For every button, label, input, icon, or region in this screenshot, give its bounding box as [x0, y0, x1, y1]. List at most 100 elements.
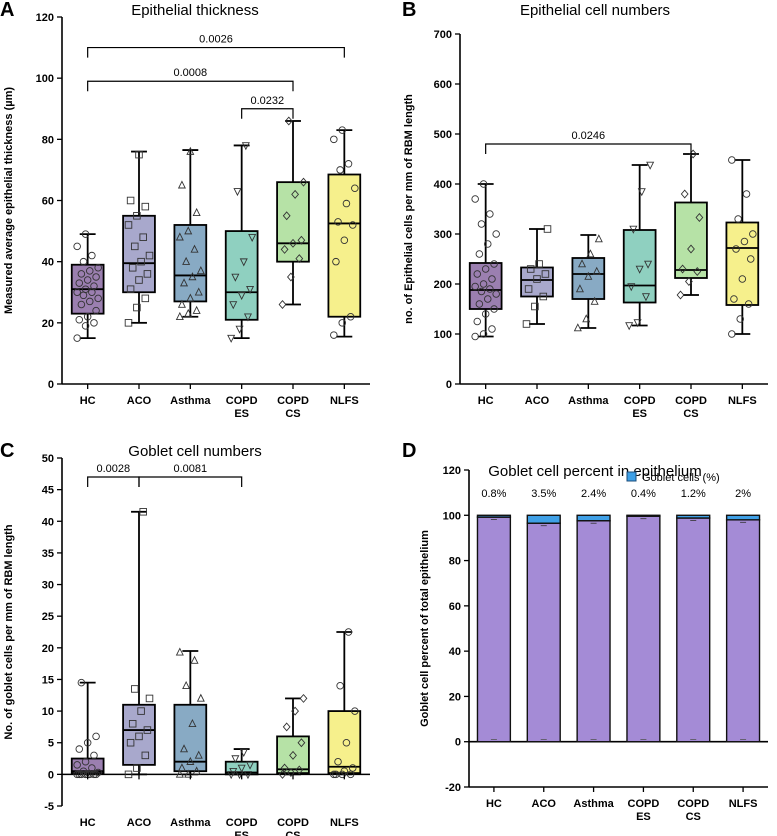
data-point	[635, 265, 644, 274]
box-2	[571, 234, 606, 332]
data-point	[131, 242, 139, 251]
data-point	[728, 156, 736, 164]
data-point	[86, 267, 94, 275]
box-iqr	[173, 703, 208, 773]
x-tick-label: ACO	[525, 395, 550, 407]
data-point	[237, 292, 246, 301]
data-point	[188, 272, 197, 281]
data-point	[749, 230, 757, 238]
bar-5: 2%	[725, 488, 761, 743]
x-tick-label-line: ACO	[532, 798, 557, 810]
data-point	[344, 628, 353, 636]
bar-goblet	[725, 514, 761, 521]
data-point	[742, 190, 751, 198]
comparison-bracket	[485, 143, 692, 154]
data-point	[330, 135, 338, 144]
data-point	[90, 751, 98, 760]
x-tick-label-line: Asthma	[170, 395, 211, 407]
data-point	[177, 763, 186, 772]
data-point	[133, 764, 141, 772]
data-point	[246, 285, 255, 294]
box-2	[173, 647, 208, 778]
comparison-bracket	[87, 80, 294, 92]
data-point	[676, 290, 685, 300]
data-point	[145, 694, 154, 703]
data-point	[486, 285, 494, 293]
data-point	[243, 313, 252, 322]
x-tick-label-line: Asthma	[568, 395, 609, 407]
data-point	[73, 770, 81, 779]
y-tick-label: 120	[443, 465, 461, 477]
data-point	[295, 765, 304, 775]
data-point	[141, 202, 150, 211]
data-point	[131, 685, 139, 693]
y-tick-label: 600	[434, 79, 452, 91]
box-4	[276, 116, 310, 309]
data-point	[289, 750, 297, 760]
data-point	[81, 322, 90, 330]
data-point	[190, 244, 199, 253]
y-tick-label: 40	[42, 516, 54, 528]
data-point	[77, 300, 86, 309]
data-point	[477, 287, 486, 296]
y-tick-label: 0	[48, 769, 54, 781]
data-point	[334, 757, 342, 766]
x-tick-label-line: HC	[478, 395, 494, 407]
data-label: 2.4%	[581, 488, 606, 500]
data-point	[490, 260, 498, 268]
x-tick-label-line: NLFS	[330, 395, 359, 407]
data-point	[233, 188, 242, 197]
data-point	[177, 299, 186, 308]
data-point	[190, 655, 199, 664]
y-tick-label: 40	[42, 257, 54, 269]
x-tick-label: COPD CS	[277, 817, 309, 836]
data-point	[488, 325, 496, 333]
data-point	[135, 150, 143, 159]
y-tick-label: 400	[434, 179, 452, 191]
box-1	[122, 508, 156, 779]
data-point	[133, 212, 141, 220]
data-label: 2%	[735, 488, 751, 500]
data-point	[522, 320, 531, 328]
data-point	[73, 288, 81, 297]
x-tick-label-line: COPD	[677, 798, 709, 810]
data-point	[629, 225, 638, 234]
data-point	[490, 305, 498, 313]
box-5	[725, 156, 760, 338]
panel-label: A	[0, 0, 14, 21]
data-point	[685, 277, 693, 286]
data-point	[594, 234, 603, 243]
data-point	[280, 763, 289, 773]
y-tick-label: 10	[42, 706, 54, 718]
y-tick-label: 0	[446, 379, 452, 391]
box-4	[674, 149, 708, 300]
y-tick-label: -5	[44, 801, 54, 813]
data-point	[627, 283, 636, 292]
box-5	[327, 126, 362, 339]
data-point	[592, 266, 601, 275]
data-point	[81, 757, 90, 766]
data-point	[88, 251, 96, 260]
data-point	[128, 264, 137, 272]
bar-epithelium	[576, 520, 611, 743]
data-point	[86, 297, 94, 306]
data-point	[227, 334, 236, 343]
box-1	[122, 150, 156, 327]
data-point	[73, 761, 81, 769]
x-tick-label-line: ES	[632, 408, 647, 420]
data-point	[231, 273, 240, 282]
data-point	[342, 738, 351, 747]
y-axis-title: No. of goblet cells per mm of RBM length	[3, 524, 15, 739]
data-point	[141, 751, 150, 760]
data-point	[678, 264, 687, 274]
comparison-bracket	[241, 108, 294, 119]
bar-goblet	[676, 514, 711, 519]
data-point	[289, 238, 297, 248]
y-tick-label: 20	[42, 318, 54, 330]
data-point	[695, 213, 704, 222]
data-point	[543, 225, 552, 233]
data-point	[126, 285, 135, 293]
data-point	[241, 142, 250, 151]
data-point	[94, 264, 102, 272]
data-point	[332, 770, 340, 779]
